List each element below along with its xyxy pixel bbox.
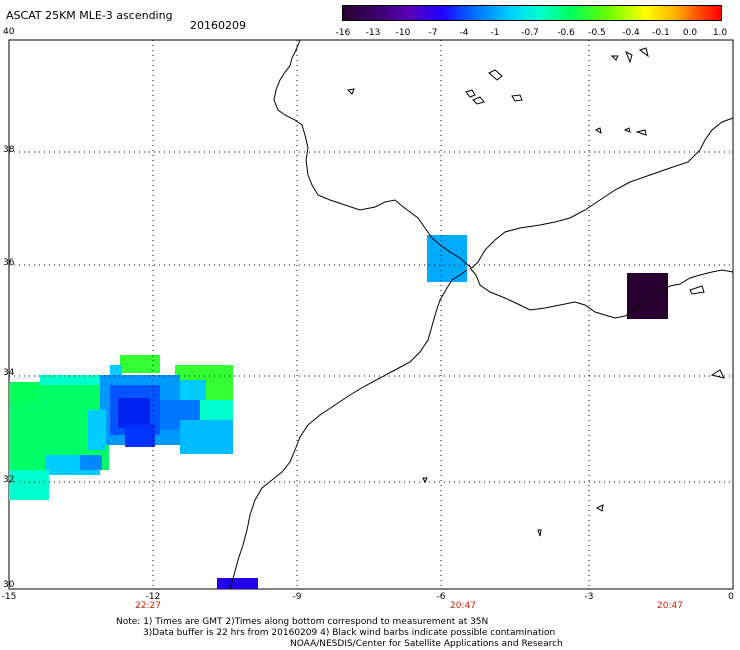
lon-label: -12 — [145, 592, 161, 602]
colorbar-tick: -1 — [490, 28, 500, 38]
colorbar-tick: -13 — [365, 28, 381, 38]
map-date: 20160209 — [190, 19, 246, 32]
note-line-2: 3)Data buffer is 22 hrs from 20160209 4)… — [143, 628, 556, 638]
lat-label: 40 — [3, 27, 15, 37]
lat-label: 38 — [3, 145, 15, 155]
lat-label: 32 — [3, 475, 15, 485]
colorbar-tick: -4 — [459, 28, 469, 38]
pass-time: 20:47 — [657, 601, 683, 611]
colorbar-tick: 0.0 — [682, 28, 698, 38]
pass-time: 20:47 — [450, 601, 476, 611]
colorbar-tick: -0.4 — [622, 28, 640, 38]
map-title: ASCAT 25KM MLE-3 ascending — [6, 9, 173, 22]
lat-label: 30 — [3, 580, 15, 590]
pass-time: 22:27 — [135, 601, 161, 611]
colorbar-tick: -0.6 — [557, 28, 575, 38]
note-line-1: Note: 1) Times are GMT 2)Times along bot… — [116, 617, 489, 627]
colorbar-tick: -0.1 — [652, 28, 670, 38]
lon-label: -15 — [1, 592, 17, 602]
graticule — [9, 40, 733, 589]
lon-label: -9 — [292, 592, 302, 602]
map-frame — [8, 39, 734, 590]
colorbar-tick: -7 — [428, 28, 438, 38]
lon-label: -6 — [436, 592, 446, 602]
colorbar-tick: 1.0 — [712, 28, 728, 38]
wind-data-cell-south — [217, 578, 258, 589]
note-line-3: NOAA/NESDIS/Center for Satellite Applica… — [290, 639, 563, 649]
wind-data-cell-alboran — [627, 273, 668, 319]
colorbar-tick: -10 — [395, 28, 411, 38]
lat-label: 34 — [3, 368, 15, 378]
lat-label: 36 — [3, 258, 15, 268]
lon-label: -3 — [584, 592, 594, 602]
islands — [346, 47, 725, 537]
coastline — [229, 39, 734, 590]
colorbar-tick: -0.7 — [521, 28, 539, 38]
colorbar-tick: -0.5 — [588, 28, 606, 38]
lon-label: 0 — [728, 592, 734, 602]
wind-data-swath-west — [9, 355, 233, 500]
colorbar-tick: -16 — [335, 28, 351, 38]
colorbar — [342, 5, 722, 21]
